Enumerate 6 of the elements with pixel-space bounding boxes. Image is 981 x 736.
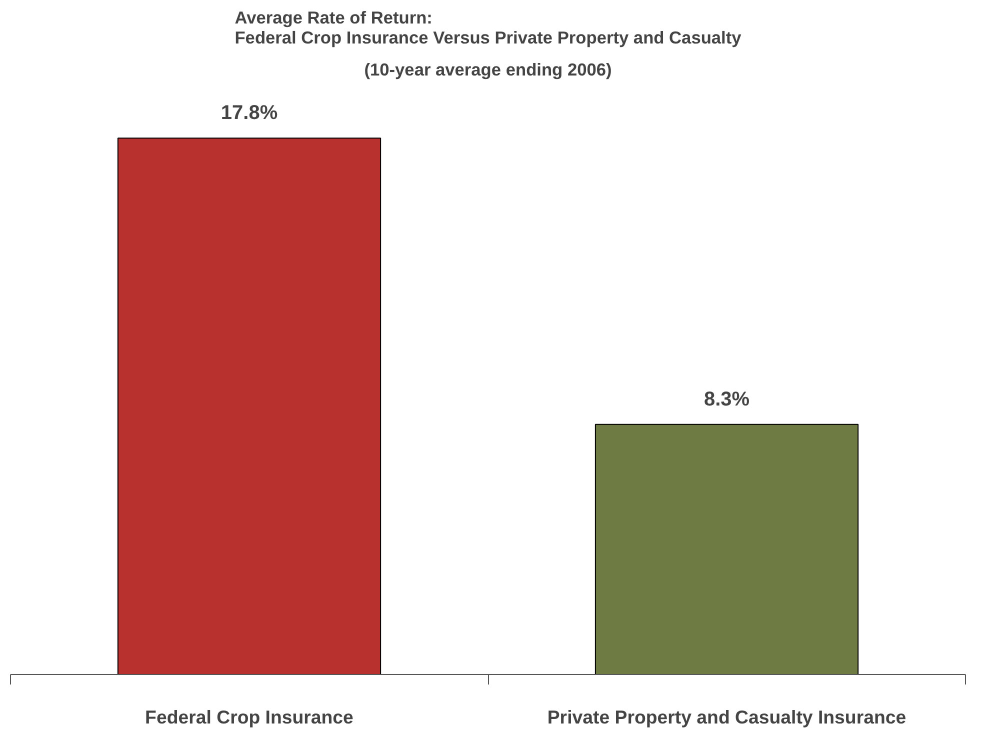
data-label: 8.3% [704,388,750,410]
data-label: 17.8% [220,102,278,124]
x-tick-label: Private Property and Casualty Insurance [547,706,906,728]
chart-title: Average Rate of Return: Federal Crop Insurance Versus Private Property and Casualty [234,8,742,48]
x-tick-label: Federal Crop Insurance [145,706,354,728]
chart-subtitle: (10-year average ending 2006) [364,60,612,80]
